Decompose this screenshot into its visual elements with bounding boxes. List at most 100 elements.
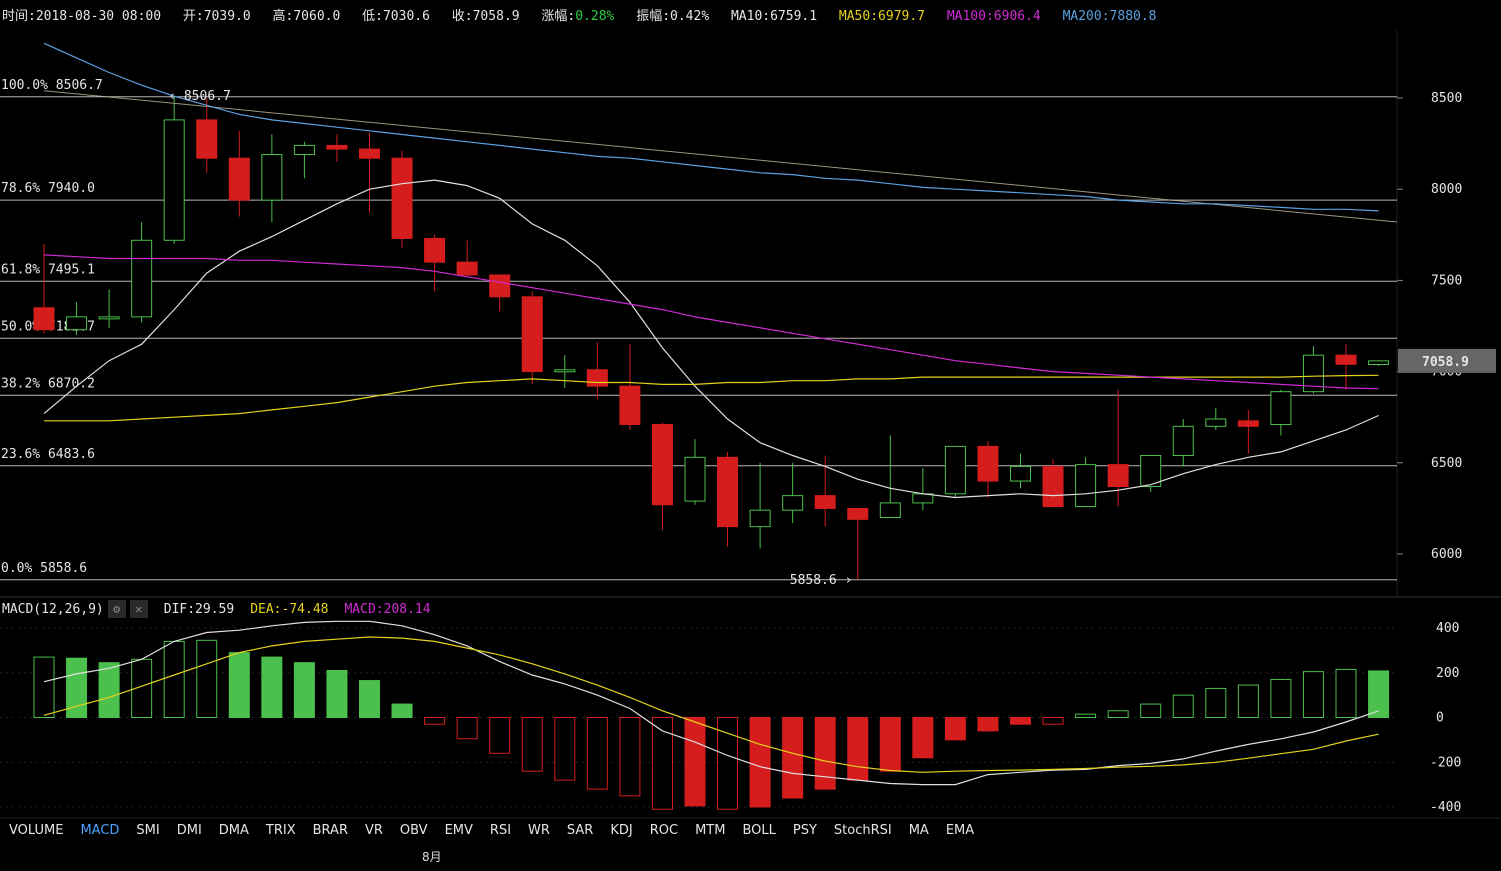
candle-down [521, 296, 543, 373]
candle-down [326, 144, 348, 150]
low-annotation: 5858.6 › [790, 573, 853, 588]
candle-up [163, 119, 185, 241]
gear-icon[interactable]: ⚙ [107, 600, 126, 618]
candle-up [1140, 455, 1162, 488]
macd-info-bar: MACD(12,26,9) ⚙ ✕ DIF:29.59 DEA:-74.48 M… [2, 600, 431, 618]
indicator-tab-sar[interactable]: SAR [566, 823, 594, 838]
open-info: 开:7039.0 [183, 9, 251, 24]
candle-down [33, 307, 55, 331]
ma50-legend: MA50:6979.7 [838, 9, 925, 24]
ma10-legend: MA10:6759.1 [730, 9, 818, 24]
low-label: 低: [362, 9, 383, 24]
ma200-line [43, 42, 1379, 212]
macd-histogram-bar [879, 717, 901, 772]
candle-up [749, 509, 771, 528]
indicator-tab-emv[interactable]: EMV [444, 823, 473, 838]
price-tick-label: 8000 [1431, 182, 1462, 197]
price-tick-label: 6000 [1431, 547, 1462, 562]
macd-histogram-bar [33, 656, 55, 719]
candle-up [1270, 391, 1292, 425]
macd-histogram-bar [521, 717, 543, 772]
indicator-tab-macd[interactable]: MACD [80, 823, 120, 838]
candle-up [131, 239, 153, 318]
indicator-tab-bar: VOLUME MACD SMI DMI DMA TRIX BRAR VR OBV EMV RSI WR… [0, 820, 982, 842]
macd-histogram-bar [163, 640, 185, 718]
trend-line [43, 90, 1398, 223]
indicator-tab-rsi[interactable]: RSI [489, 823, 512, 838]
indicator-tab-volume[interactable]: VOLUME [9, 823, 64, 838]
macd-histogram-bar [717, 717, 739, 810]
open-label: 开: [182, 9, 204, 24]
high-label: 高: [272, 9, 294, 24]
indicator-tab-brar[interactable]: BRAR [312, 823, 348, 838]
candle-down [619, 385, 641, 425]
macd-histogram-bar [1010, 717, 1031, 725]
fib-label: 23.6% 6483.6 [1, 447, 95, 462]
candle-down [586, 369, 608, 387]
candle-up [944, 445, 966, 495]
ma10-line [43, 179, 1379, 499]
close-icon[interactable]: ✕ [129, 600, 148, 618]
change-value: 0.28% [575, 9, 615, 24]
candle-down [359, 148, 380, 159]
macd-value: MACD:208.14 [344, 601, 431, 617]
indicator-tab-wr[interactable]: WR [528, 823, 550, 838]
macd-histogram-bar [977, 717, 999, 732]
candle-up [261, 154, 283, 201]
candle-up [1368, 360, 1390, 365]
macd-tick-label: -400 [1430, 800, 1461, 815]
price-tick-label: 8500 [1431, 91, 1462, 106]
macd-tick-label: 0 [1436, 711, 1444, 726]
change-label: 涨幅: [541, 9, 576, 24]
macd-histogram-bar [749, 717, 771, 808]
indicator-tab-ma[interactable]: MA [908, 823, 929, 838]
candle-down [391, 157, 413, 239]
indicator-tab-ema[interactable]: EMA [945, 823, 975, 838]
price-tag: 7058.9 [1422, 355, 1469, 370]
macd-histogram-bar [1270, 678, 1292, 719]
candle-down [717, 456, 739, 528]
indicator-tab-psy[interactable]: PSY [792, 823, 817, 838]
macd-histogram-bar [1335, 668, 1357, 718]
macd-histogram-bar [359, 680, 380, 718]
indicator-tab-roc[interactable]: ROC [649, 823, 679, 838]
high-info: 高:7060.0 [273, 9, 341, 24]
time-info: 时间:2018-08-30 08:00 [2, 9, 161, 24]
macd-histogram-bar [228, 652, 250, 718]
indicator-tab-stochrsi[interactable]: StochRSI [833, 823, 892, 838]
month-axis-label: 8月 [422, 850, 442, 864]
macd-histogram-bar [1368, 670, 1390, 718]
indicator-tab-dma[interactable]: DMA [218, 823, 249, 838]
candle-down [814, 495, 836, 509]
indicator-tab-kdj[interactable]: KDJ [610, 823, 633, 838]
dif-line [43, 620, 1379, 786]
indicator-tab-obv[interactable]: OBV [399, 823, 428, 838]
macd-histogram-bar [814, 717, 836, 790]
macd-histogram-bar [391, 703, 413, 719]
indicator-tab-vr[interactable]: VR [364, 823, 383, 838]
indicator-tab-smi[interactable]: SMI [136, 823, 160, 838]
macd-histogram-bar [1205, 687, 1227, 718]
indicator-tab-dmi[interactable]: DMI [176, 823, 202, 838]
candle-down [424, 237, 446, 263]
macd-tick-label: -200 [1430, 755, 1461, 770]
fib-label: 78.6% 7940.0 [1, 181, 95, 196]
candle-down [977, 445, 999, 482]
macd-histogram-bar [554, 717, 576, 781]
indicator-tab-mtm[interactable]: MTM [695, 823, 726, 838]
open-value: 7039.0 [203, 9, 251, 24]
candle-up [1205, 418, 1227, 427]
macd-histogram-bar [261, 656, 283, 719]
ohlc-info-bar: 时间:2018-08-30 08:00 开:7039.0 高:7060.0 低:… [2, 5, 1171, 24]
ma100-line [43, 254, 1379, 390]
ma200-legend: MA200:7880.8 [1062, 9, 1157, 24]
macd-tick-label: 400 [1436, 621, 1459, 636]
macd-histogram-bar [98, 662, 120, 719]
candle-up [66, 316, 88, 331]
indicator-tab-boll[interactable]: BOLL [742, 823, 776, 838]
macd-histogram-bar [1172, 694, 1194, 718]
close-value: 7058.9 [472, 9, 520, 24]
candle-up [293, 144, 315, 156]
indicator-tab-trix[interactable]: TRIX [265, 823, 296, 838]
